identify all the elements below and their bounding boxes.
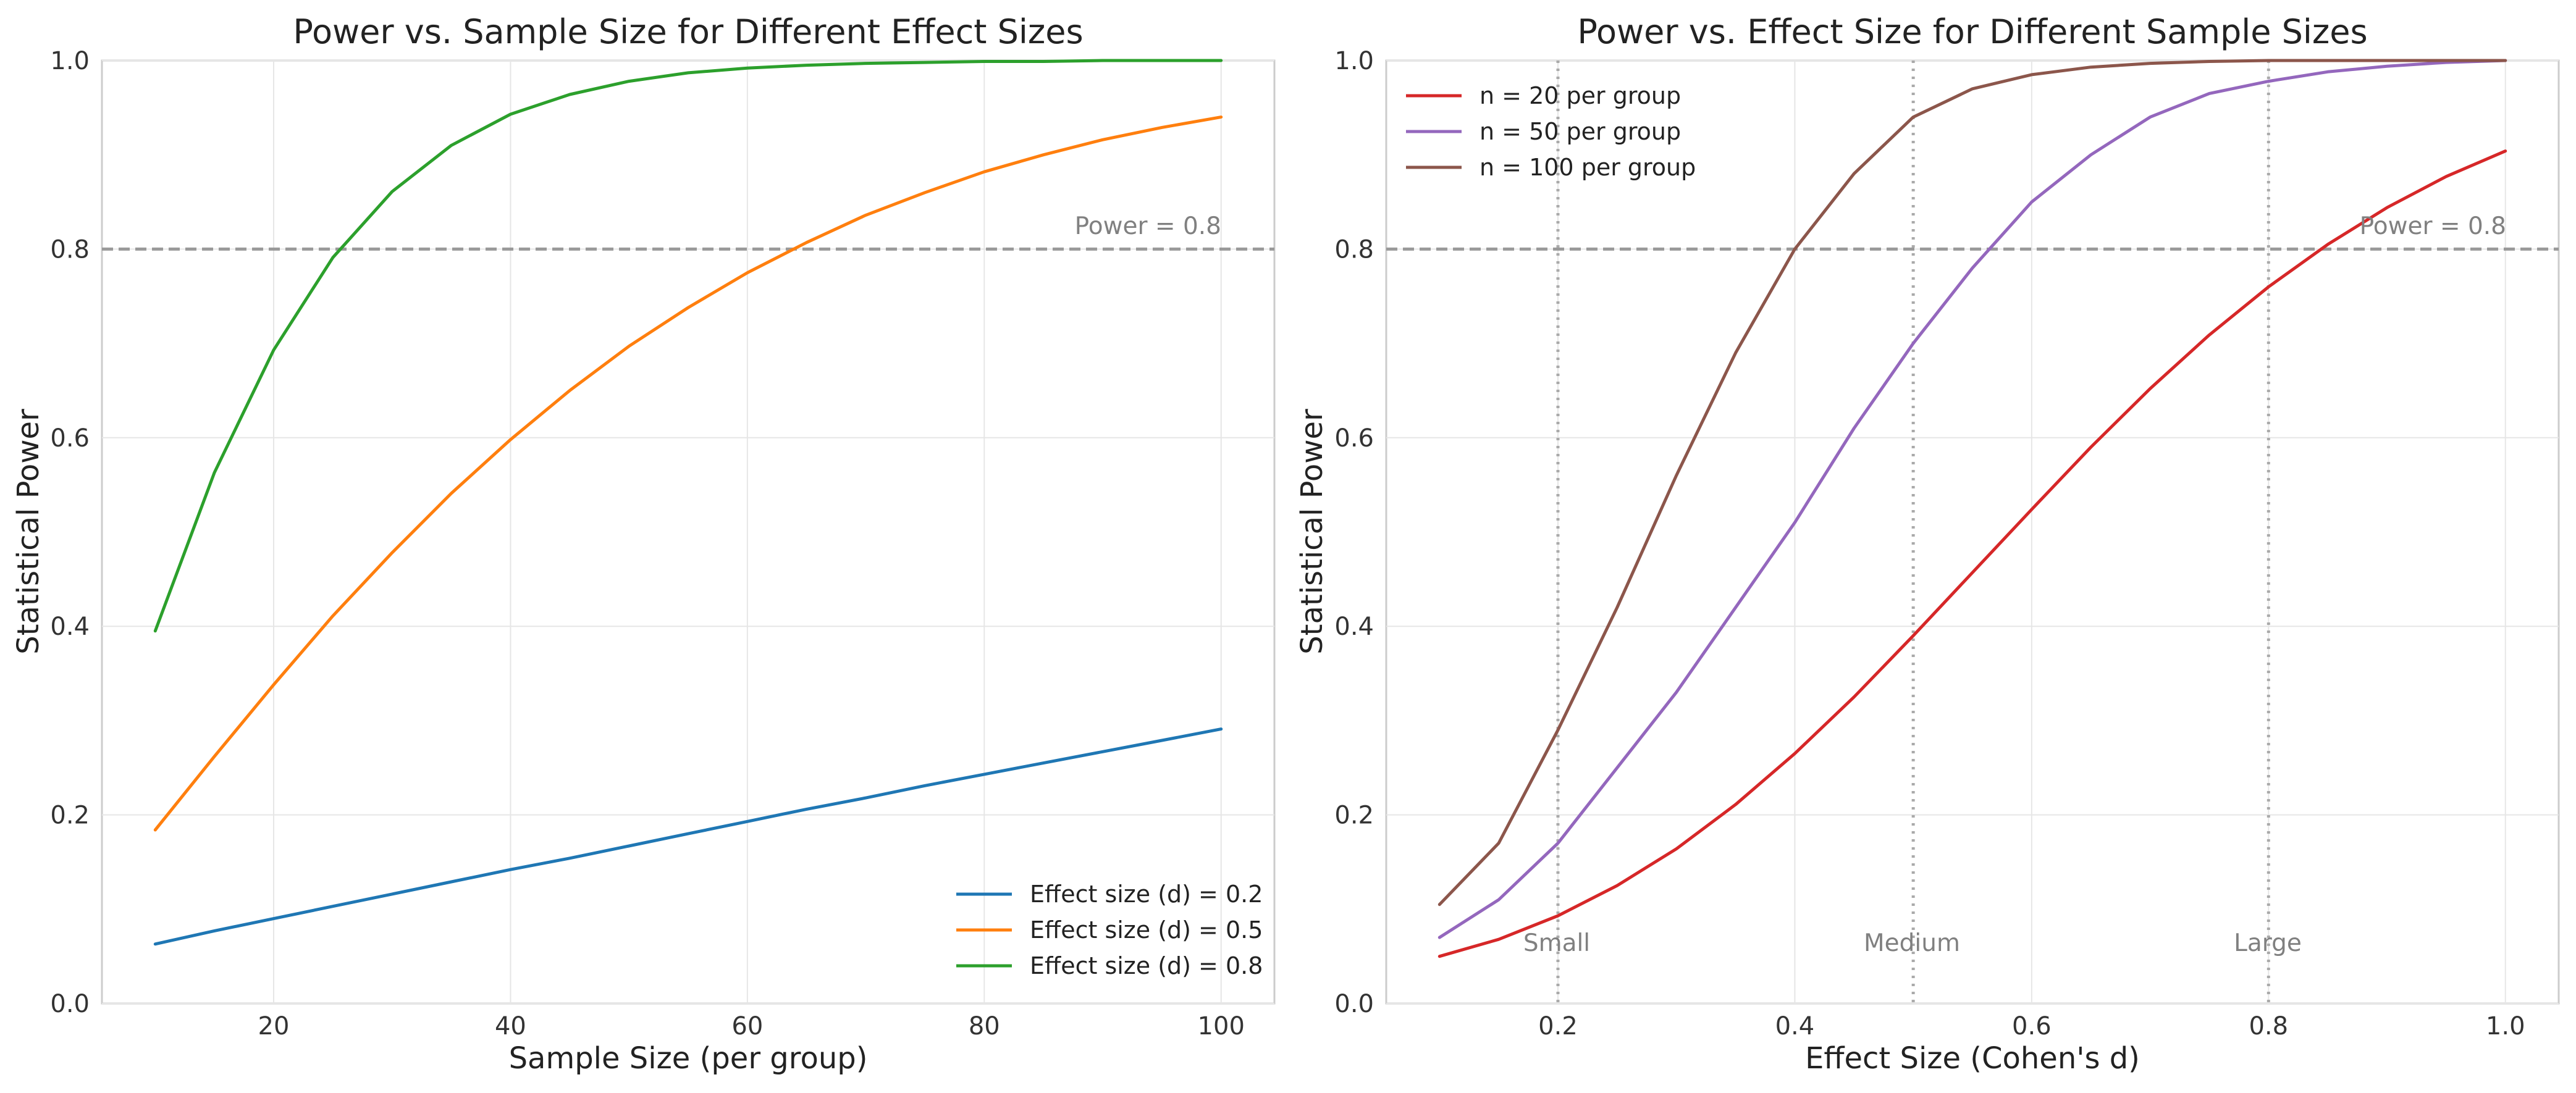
series-line-2 <box>1437 59 2507 939</box>
right-y-axis-label: Statistical Power <box>1295 409 1329 655</box>
right-chart-title: Power vs. Effect Size for Different Samp… <box>1577 12 2367 51</box>
right-chart-panel: 0.2 0.4 0.6 0.8 1.0 0.0 0.2 0.4 0.6 0.8 1.0 Power… <box>1295 12 2560 1076</box>
legend-label-n20: n = 20 per group <box>1480 82 1681 109</box>
y-tick-label: 0.4 <box>1334 613 1374 641</box>
legend-label-d05: Effect size (d) = 0.5 <box>1030 916 1263 944</box>
right-x-ticks: 0.2 0.4 0.6 0.8 1.0 <box>1538 1012 2525 1041</box>
left-series-group <box>153 59 1223 946</box>
right-grid <box>1386 60 2559 1004</box>
left-y-ticks: 0.0 0.2 0.4 0.6 0.8 1.0 <box>50 47 90 1018</box>
x-tick-label: 0.4 <box>1775 1012 1815 1041</box>
y-tick-label: 0.4 <box>50 613 90 641</box>
x-tick-label: 40 <box>495 1012 526 1041</box>
left-plot-area <box>101 59 1276 1005</box>
y-tick-label: 0.0 <box>1334 990 1374 1018</box>
x-tick-label: 20 <box>258 1012 290 1041</box>
legend-label-n100: n = 100 per group <box>1480 154 1696 181</box>
left-x-ticks: 20 40 60 80 100 <box>258 1012 1245 1041</box>
left-legend: Effect size (d) = 0.2 Effect size (d) = … <box>956 881 1263 979</box>
left-chart-title: Power vs. Sample Size for Different Effe… <box>293 12 1083 51</box>
x-tick-label: 0.2 <box>1538 1012 1578 1041</box>
y-tick-label: 0.8 <box>1334 235 1374 264</box>
x-tick-label: 0.6 <box>2012 1012 2052 1041</box>
effect-size-marker-small-label: Small <box>1523 929 1590 957</box>
series-line-2 <box>153 115 1223 832</box>
legend-label-d08: Effect size (d) = 0.8 <box>1030 952 1263 979</box>
effect-size-marker-medium-label: Medium <box>1864 929 1960 957</box>
right-legend: n = 20 per group n = 50 per group n = 10… <box>1406 82 1696 181</box>
y-tick-label: 0.6 <box>1334 424 1374 453</box>
x-tick-label: 60 <box>731 1012 763 1041</box>
left-chart-panel: 20 40 60 80 100 0.0 0.2 0.4 0.6 0.8 1.0 Power vs.… <box>11 12 1276 1076</box>
series-line-3 <box>1437 59 2507 907</box>
x-tick-label: 80 <box>969 1012 1000 1041</box>
right-power-threshold-label: Power = 0.8 <box>2360 212 2506 240</box>
right-reference-lines <box>1386 61 2559 1003</box>
right-series-group <box>1437 59 2507 958</box>
legend-label-n50: n = 50 per group <box>1480 118 1681 145</box>
series-line-1 <box>1437 149 2507 958</box>
y-tick-label: 1.0 <box>1334 47 1374 75</box>
y-tick-label: 0.2 <box>1334 802 1374 830</box>
left-x-axis-label: Sample Size (per group) <box>509 1041 868 1076</box>
x-tick-label: 0.8 <box>2249 1012 2288 1041</box>
left-y-axis-label: Statistical Power <box>11 409 46 655</box>
y-tick-label: 0.0 <box>50 990 90 1018</box>
y-tick-label: 0.2 <box>50 802 90 830</box>
x-tick-label: 1.0 <box>2486 1012 2525 1041</box>
effect-size-marker-large-label: Large <box>2234 929 2302 957</box>
right-y-ticks: 0.0 0.2 0.4 0.6 0.8 1.0 <box>1334 47 1374 1018</box>
y-tick-label: 0.6 <box>50 424 90 453</box>
series-line-3 <box>153 59 1223 633</box>
right-plot-area <box>1385 59 2560 1005</box>
y-tick-label: 1.0 <box>50 47 90 75</box>
legend-label-d02: Effect size (d) = 0.2 <box>1030 881 1263 908</box>
x-tick-label: 100 <box>1198 1012 1245 1041</box>
y-tick-label: 0.8 <box>50 235 90 264</box>
right-x-axis-label: Effect Size (Cohen's d) <box>1805 1041 2140 1076</box>
series-line-1 <box>153 727 1223 946</box>
left-power-threshold-label: Power = 0.8 <box>1075 212 1221 240</box>
